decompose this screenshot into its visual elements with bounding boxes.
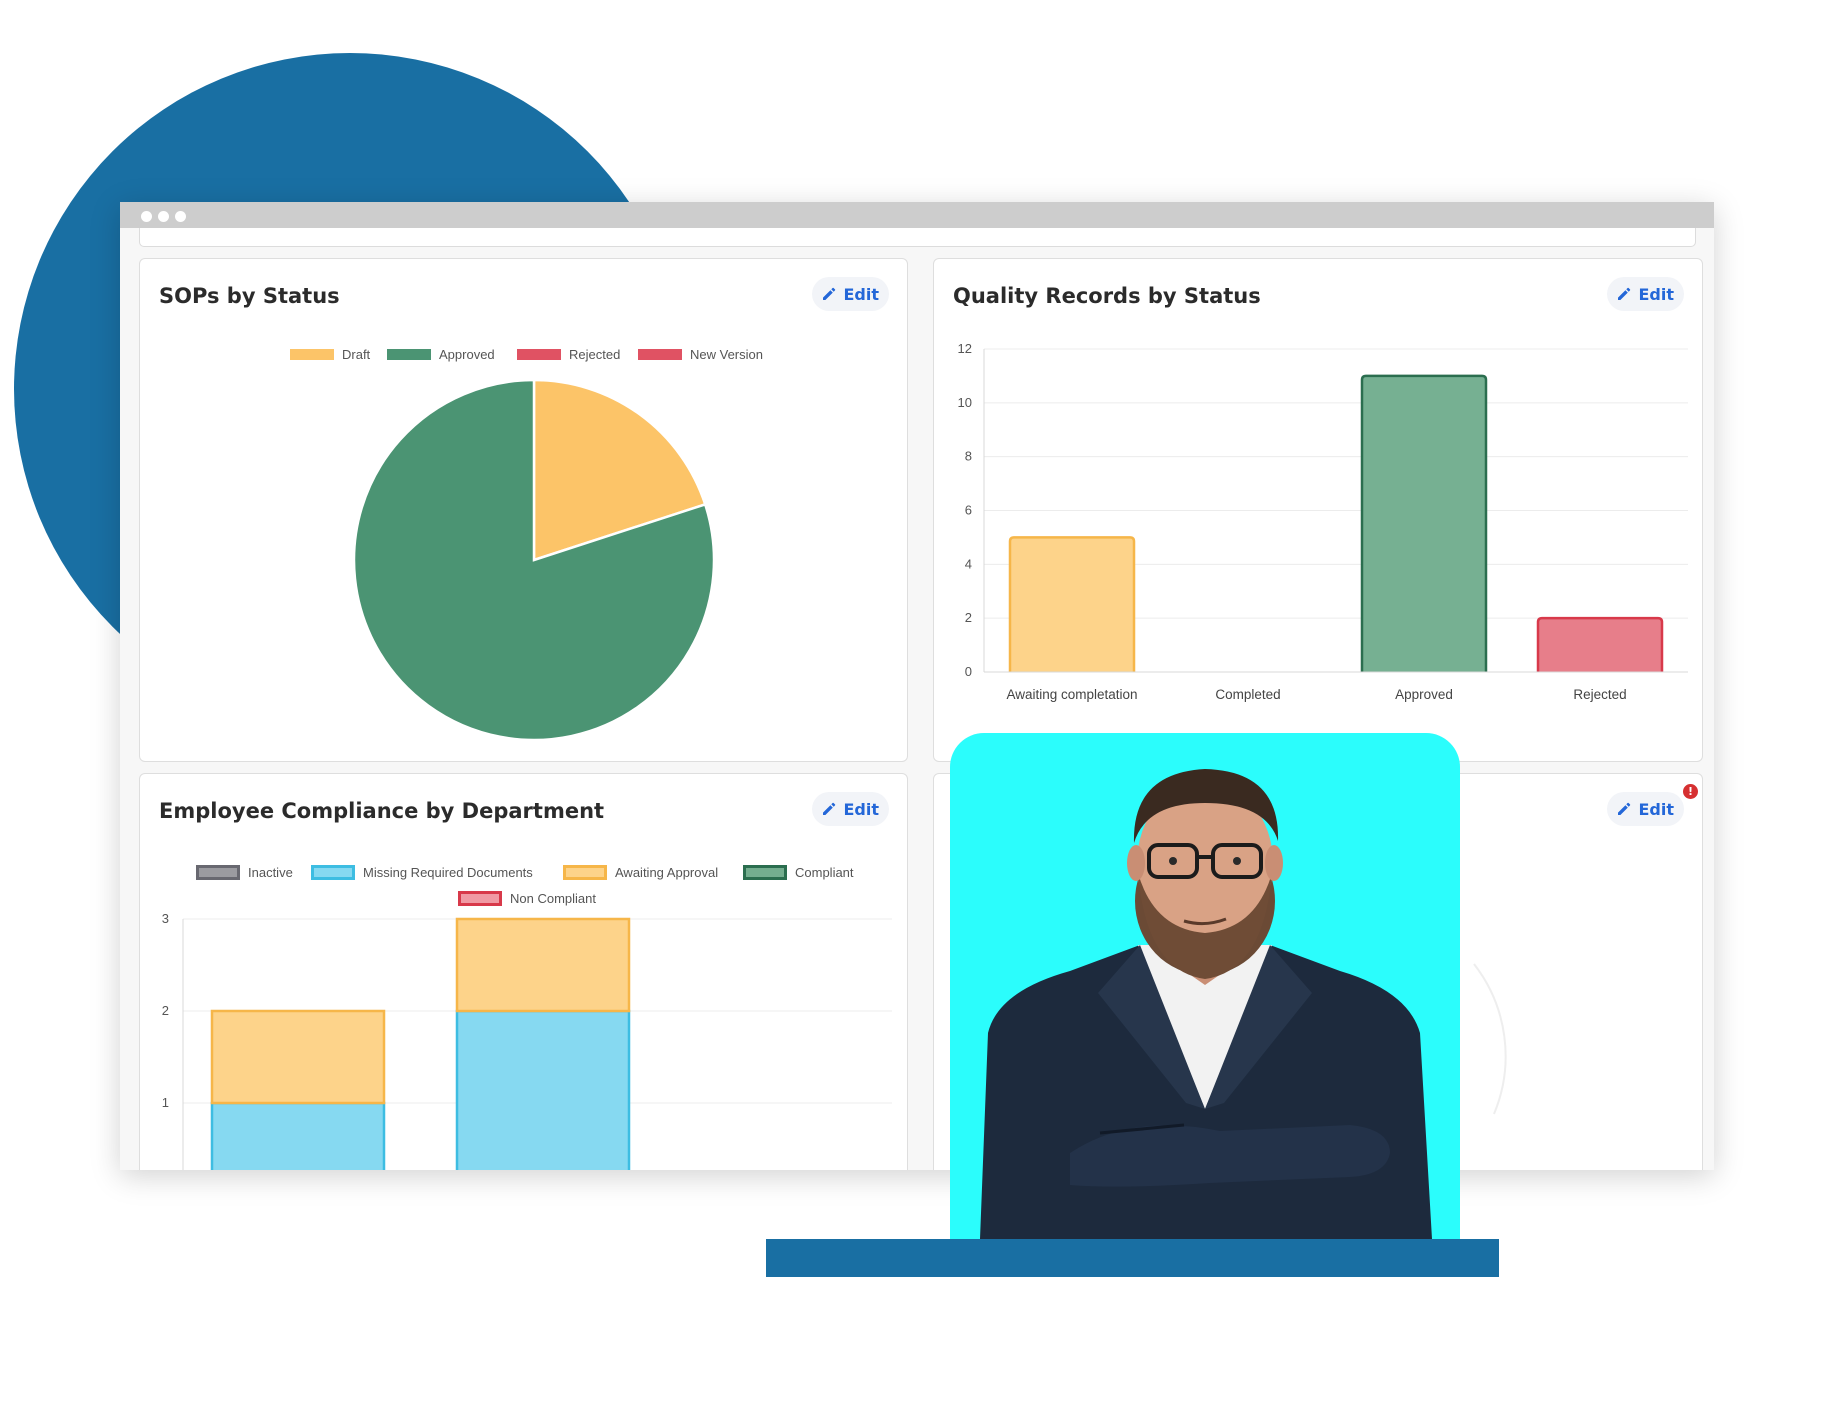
- sops-pie-chart: [352, 378, 716, 742]
- legend-item-new-version[interactable]: New Version: [638, 347, 763, 362]
- legend-label: Compliant: [795, 865, 854, 880]
- edit-button[interactable]: Edit: [812, 792, 889, 826]
- legend-item-rejected[interactable]: Rejected: [517, 347, 620, 362]
- legend-item-compliant[interactable]: Compliant: [743, 865, 854, 880]
- edit-label: Edit: [843, 799, 879, 819]
- legend-label: Awaiting Approval: [615, 865, 719, 880]
- pie-slice-approved[interactable]: [352, 378, 716, 742]
- stacked-bar-segment-awaiting-approval[interactable]: [210, 1009, 386, 1105]
- y-tick-label: 0: [965, 664, 972, 679]
- stacked-bar-segment-awaiting-approval[interactable]: [455, 917, 631, 1013]
- legend-swatch: [196, 865, 240, 880]
- legend-swatch: [563, 865, 607, 880]
- legend-swatch: [458, 891, 502, 906]
- bar-approved[interactable]: [1360, 374, 1488, 672]
- y-tick-label: 6: [965, 503, 972, 518]
- employee-stacked-bar-chart: 1 2 3: [162, 911, 892, 1170]
- legend-label: Missing Required Documents: [363, 865, 533, 880]
- pie-slice-draft[interactable]: [532, 378, 707, 562]
- pencil-icon: [823, 802, 836, 815]
- y-tick-label: 2: [965, 610, 972, 625]
- stacked-bar-segment-missing-required-documents[interactable]: [210, 1101, 386, 1170]
- person-photo: [950, 733, 1460, 1239]
- window-dot-icon[interactable]: [158, 211, 169, 222]
- edit-button[interactable]: Edit: [1607, 277, 1684, 311]
- x-tick-label: Completed: [1215, 687, 1280, 702]
- legend-item-non-compliant[interactable]: Non Compliant: [458, 891, 596, 906]
- legend-swatch: [517, 349, 561, 360]
- window-dot-icon[interactable]: [175, 211, 186, 222]
- legend-item-missing-documents[interactable]: Missing Required Documents: [311, 865, 533, 880]
- y-tick-label: 1: [162, 1095, 169, 1110]
- x-tick-label: Awaiting completation: [1006, 687, 1137, 702]
- legend-item-awaiting-approval[interactable]: Awaiting Approval: [563, 865, 718, 880]
- legend-item-inactive[interactable]: Inactive: [196, 865, 293, 880]
- y-tick-label: 8: [965, 449, 972, 464]
- faint-chart-outline: [1473, 963, 1507, 1115]
- card-title: SOPs by Status: [159, 284, 340, 308]
- person-illustration: [980, 769, 1432, 1239]
- bar-rejected[interactable]: [1536, 616, 1664, 672]
- legend-label: New Version: [690, 347, 763, 362]
- browser-window: SOPs by Status Edit Draft Approved Rejec…: [120, 202, 1714, 1170]
- legend-swatch: [638, 349, 682, 360]
- employee-compliance-card: Employee Compliance by Department Edit I…: [139, 773, 908, 1170]
- card-title: Employee Compliance by Department: [159, 799, 605, 823]
- legend-swatch: [387, 349, 431, 360]
- legend-item-draft[interactable]: Draft: [290, 347, 370, 362]
- legend-swatch: [311, 865, 355, 880]
- top-panel-edge: [139, 228, 1696, 247]
- legend-swatch: [290, 349, 334, 360]
- edit-button[interactable]: Edit: [812, 277, 889, 311]
- window-titlebar: [120, 202, 1714, 228]
- edit-button[interactable]: Edit: [1607, 792, 1684, 826]
- quality-records-card: Quality Records by Status Edit 0 2 4 6 8 10 12…: [933, 258, 1703, 762]
- stacked-bar-segment-missing-required-documents[interactable]: [455, 1009, 631, 1170]
- y-tick-label: 4: [965, 556, 972, 571]
- alert-icon: !: [1683, 784, 1698, 799]
- edit-label: Edit: [843, 284, 879, 304]
- y-tick-label: 3: [162, 911, 169, 926]
- edit-label: Edit: [1638, 799, 1674, 819]
- window-dot-icon[interactable]: [141, 211, 152, 222]
- x-tick-label: Rejected: [1573, 687, 1626, 702]
- y-tick-label: 10: [958, 395, 972, 410]
- sops-by-status-card: SOPs by Status Edit Draft Approved Rejec…: [139, 258, 908, 762]
- x-tick-label: Approved: [1395, 687, 1453, 702]
- pencil-icon: [1618, 287, 1631, 300]
- y-tick-label: 2: [162, 1003, 169, 1018]
- legend-label: Inactive: [248, 865, 293, 880]
- card-title: Quality Records by Status: [953, 284, 1261, 308]
- pencil-icon: [823, 287, 836, 300]
- legend-label: Non Compliant: [510, 891, 596, 906]
- bar-awaiting-completation[interactable]: [1008, 536, 1136, 672]
- photo-accent-bar: [766, 1239, 1499, 1277]
- legend-label: Rejected: [569, 347, 621, 362]
- edit-label: Edit: [1638, 284, 1674, 304]
- y-tick-label: 12: [958, 341, 972, 356]
- quality-bar-chart: 0 2 4 6 8 10 12 Awaiting completation Completed A…: [958, 341, 1688, 702]
- legend-swatch: [743, 865, 787, 880]
- pencil-icon: [1618, 802, 1631, 815]
- legend-item-approved[interactable]: Approved: [387, 347, 495, 362]
- legend-label: Draft: [342, 347, 371, 362]
- legend-label: Approved: [439, 347, 495, 362]
